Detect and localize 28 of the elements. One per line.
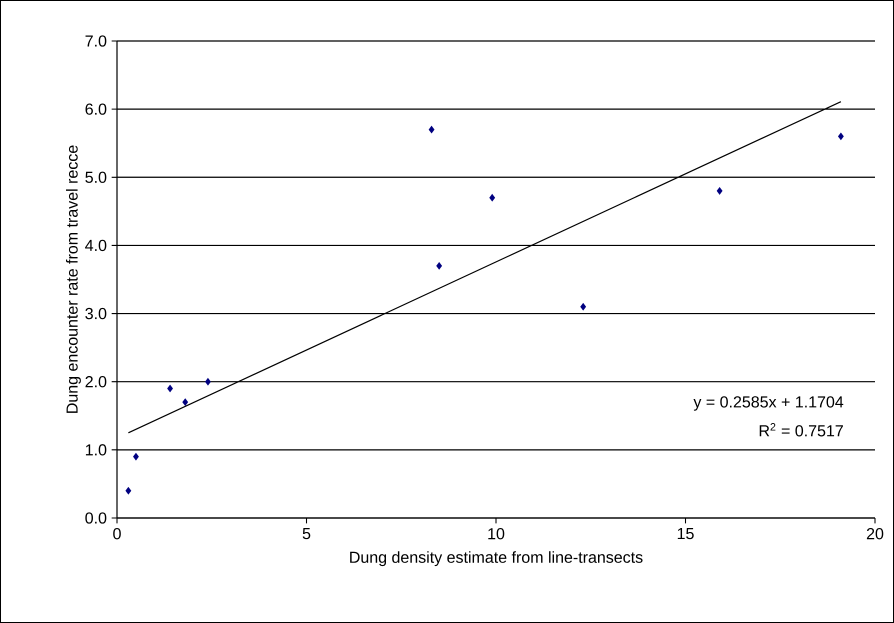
point [580, 303, 586, 310]
annotation: y = 0.2585x + 1.1704 [693, 396, 844, 411]
y-tick-label: 5.0 [85, 172, 106, 183]
point [838, 132, 844, 140]
point [126, 486, 132, 494]
annotation: R$^{2}$ = 0.7517 [760, 423, 843, 436]
y-tick-label: 4.0 [85, 240, 106, 252]
y-tick-label: 1.0 [86, 444, 106, 456]
point [716, 187, 722, 195]
point [133, 452, 139, 460]
y-tick-label: 0.0 [85, 512, 106, 524]
y-tick-label: 2.0 [86, 376, 106, 388]
y-axis-title: Dung encounter rate from travel recce [66, 146, 81, 413]
point [205, 378, 211, 386]
x-tick-label: 15 [678, 528, 694, 540]
x-tick-label: 20 [866, 528, 884, 540]
point [167, 384, 173, 392]
x-tick-label: 5 [302, 528, 310, 540]
x-axis-title: Dung density estimate from line-transects [350, 551, 643, 566]
x-tick-label: 10 [488, 528, 504, 540]
point [182, 398, 188, 406]
y-tick-label: 6.0 [86, 103, 106, 115]
point [436, 262, 442, 270]
x-tick-label: 0 [113, 528, 121, 540]
y-tick-label: 7.0 [86, 35, 106, 47]
point [428, 126, 434, 134]
point [489, 194, 496, 202]
y-tick-label: 3.0 [85, 308, 106, 320]
